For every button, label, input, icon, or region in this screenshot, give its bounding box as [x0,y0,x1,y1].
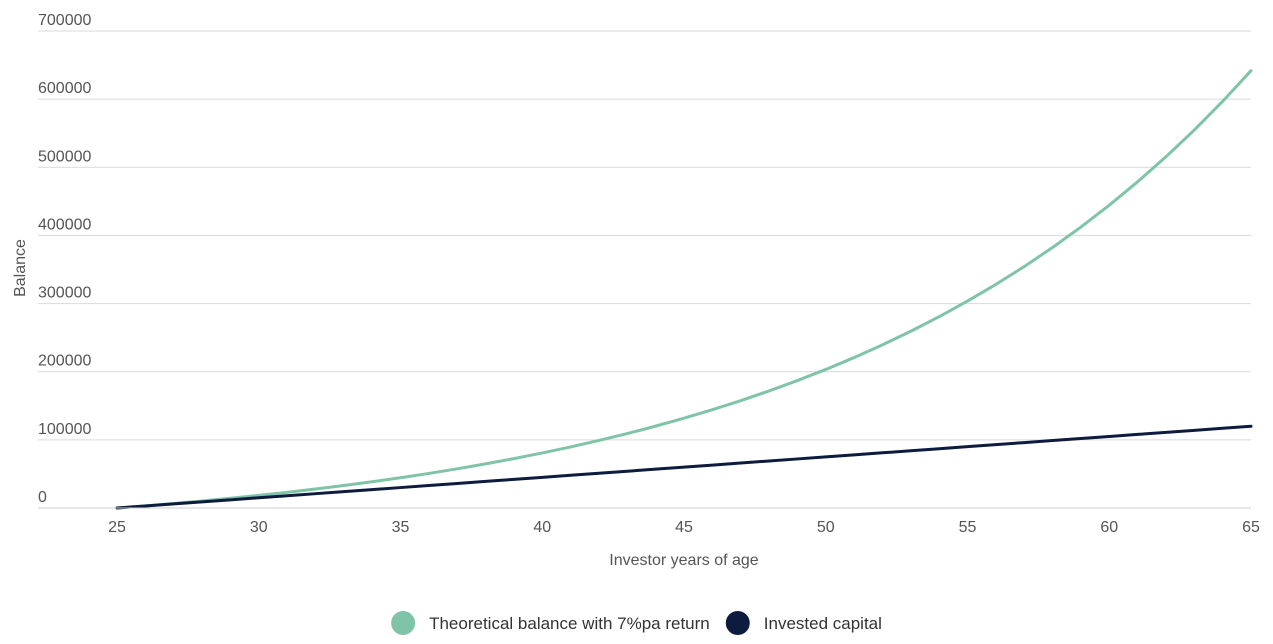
legend: Theoretical balance with 7%pa return Inve… [391,611,882,635]
legend-marker [391,611,416,635]
x-tick-label: 30 [250,519,268,536]
y-axis-ticks: 0 100000 200000 300000 400000 500000 600000 700… [38,12,91,506]
legend-label: Theoretical balance with 7%pa return [429,614,710,633]
x-tick-label: 25 [108,519,126,536]
y-tick-label: 600000 [38,80,91,97]
y-tick-label: 100000 [38,421,91,438]
x-tick-label: 35 [392,519,410,536]
y-tick-label: 500000 [38,148,91,165]
axes: 0 100000 200000 300000 400000 500000 600000 700… [12,12,1260,569]
series-line-theoretical-balance [115,69,1253,510]
y-tick-label: 400000 [38,216,91,233]
gridlines [38,30,1251,441]
legend-item-invested-capital: Invested capital [725,611,882,635]
y-tick-label: 200000 [38,353,91,370]
x-axis-ticks: 25 30 35 40 45 50 55 60 65 [108,519,1260,536]
series-lines [115,69,1253,510]
y-tick-label: 300000 [38,285,91,302]
x-tick-label: 40 [533,519,551,536]
series-line-invested-capital [115,424,1253,510]
y-axis-title: Balance [12,239,29,297]
legend-label: Invested capital [764,614,882,633]
x-tick-label: 45 [675,519,693,536]
x-tick-label: 60 [1100,519,1118,536]
x-tick-label: 65 [1242,519,1260,536]
x-axis-title: Investor years of age [609,552,759,569]
y-tick-label: 0 [38,489,47,506]
y-tick-label: 700000 [38,12,91,29]
x-tick-label: 55 [959,519,977,536]
legend-item-theoretical-balance: Theoretical balance with 7%pa return [391,611,710,635]
x-tick-label: 50 [817,519,835,536]
legend-marker [725,611,750,635]
